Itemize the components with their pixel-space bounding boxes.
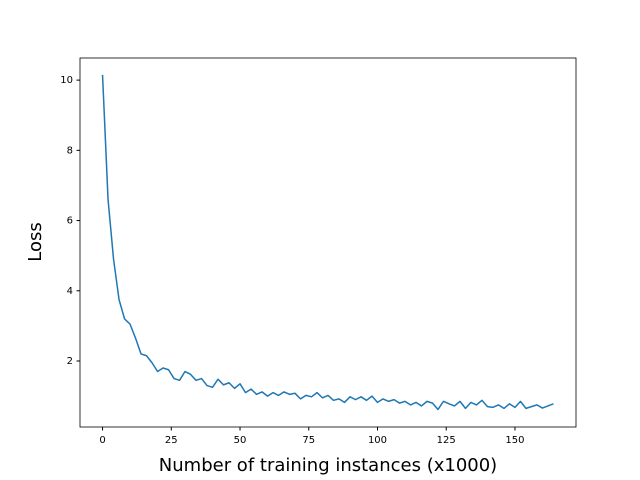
x-tick-label: 100 bbox=[368, 435, 387, 446]
x-tick-label: 50 bbox=[234, 435, 247, 446]
x-tick-label: 125 bbox=[437, 435, 456, 446]
y-tick-label: 8 bbox=[67, 145, 73, 156]
x-tick-label: 75 bbox=[302, 435, 315, 446]
axes-frame bbox=[79, 57, 577, 428]
y-tick-label: 10 bbox=[60, 75, 73, 86]
y-tick-label: 4 bbox=[67, 286, 73, 297]
y-tick-label: 2 bbox=[67, 356, 73, 367]
x-tick-label: 150 bbox=[505, 435, 524, 446]
y-tick-label: 6 bbox=[67, 216, 73, 227]
x-tick-label: 25 bbox=[165, 435, 178, 446]
x-tick-label: 0 bbox=[99, 435, 105, 446]
y-axis-label: Loss bbox=[25, 222, 46, 261]
x-axis-label: Number of training instances (x1000) bbox=[159, 455, 497, 476]
line bbox=[101, 74, 554, 411]
